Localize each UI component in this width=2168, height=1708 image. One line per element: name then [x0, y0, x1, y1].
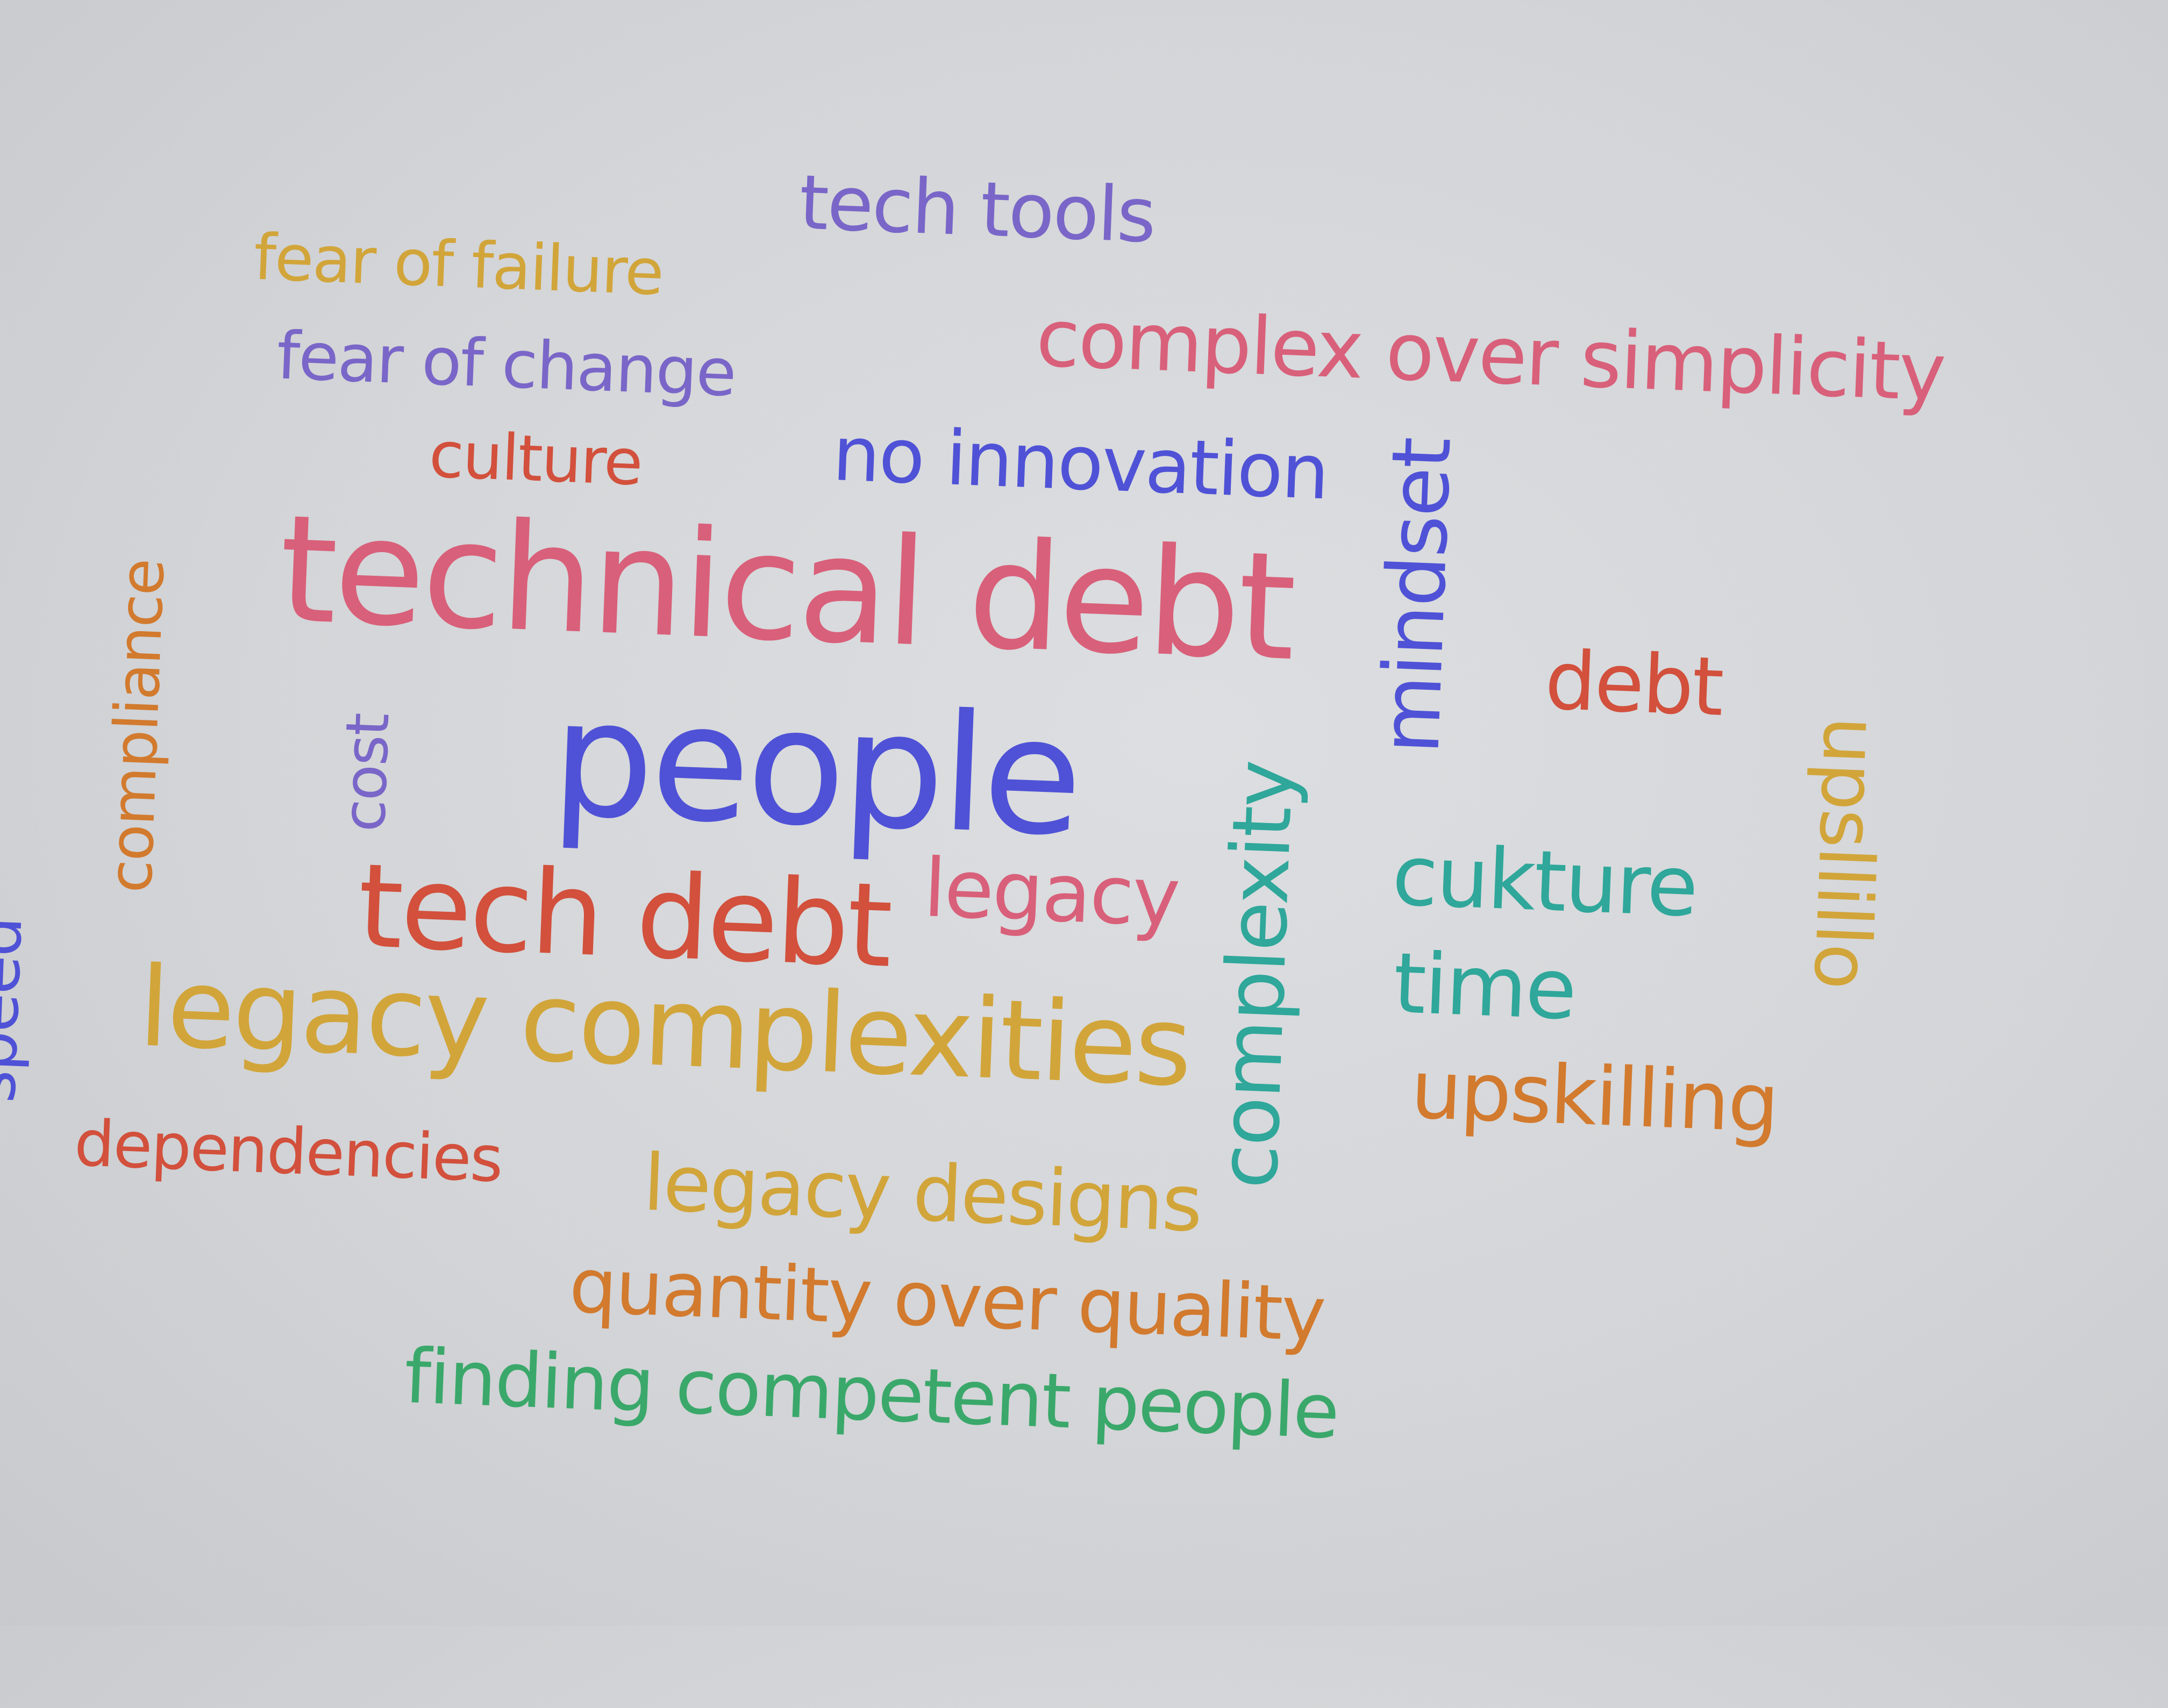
word-upskilling: upskilling: [1409, 1043, 1780, 1151]
word-speed: speed: [0, 916, 37, 1104]
word-cost: cost: [329, 712, 403, 833]
word-finding-competent-people: finding competent people: [403, 1332, 1340, 1456]
word-fear-of-failure: fear of failure: [252, 219, 665, 310]
word-technical-debt: technical debt: [276, 482, 1296, 694]
word-no-innovation: no innovation: [831, 410, 1330, 517]
word-quantity-over-quality: quantity over quality: [567, 1242, 1327, 1359]
projection-screen: { "words": { "tech_tools": "tech tools",…: [0, 0, 2168, 1626]
word-mindset: mindset: [1364, 437, 1470, 756]
word-culture: culture: [427, 417, 644, 500]
word-fear-of-change: fear of change: [275, 317, 737, 411]
word-legacy-complexities: legacy complexities: [136, 943, 1193, 1112]
word-dependencies: dependencies: [73, 1105, 504, 1197]
word-time: time: [1392, 934, 1577, 1039]
word-cukture: cukture: [1390, 826, 1699, 936]
word-people: people: [548, 664, 1083, 872]
word-complexity: complexity: [1201, 760, 1312, 1191]
word-legacy-designs: legacy designs: [641, 1137, 1203, 1250]
word-compliance: compliance: [95, 558, 179, 895]
word-tech-tools: tech tools: [797, 159, 1157, 260]
word-debt: debt: [1543, 634, 1724, 734]
word-legacy: legacy: [922, 841, 1181, 945]
word-complex-over-simplicity: complex over simplicity: [1034, 291, 1946, 419]
word-upsllillo: upsllillo: [1796, 714, 1895, 990]
